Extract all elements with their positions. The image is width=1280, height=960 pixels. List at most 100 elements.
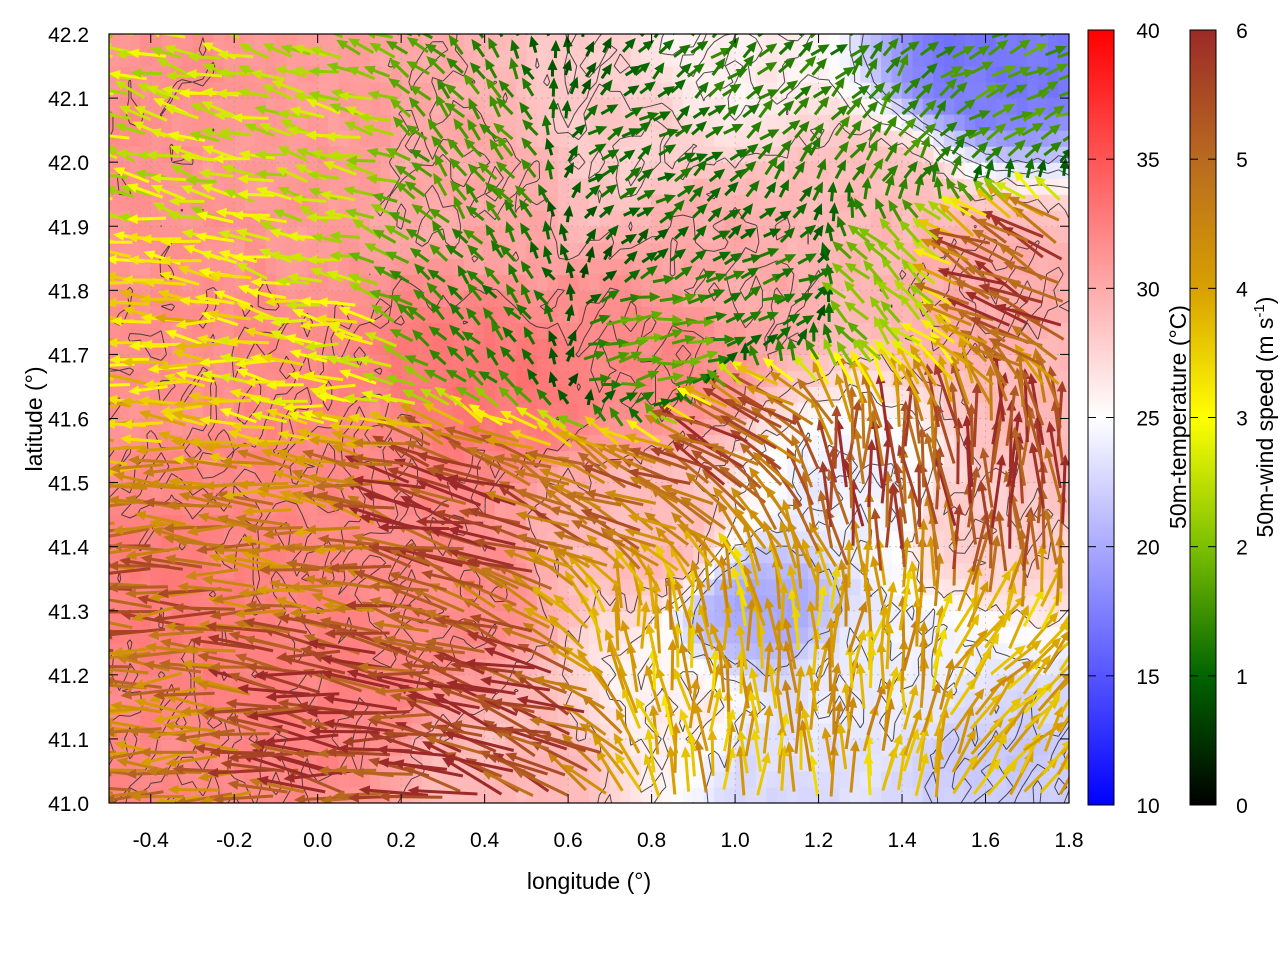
- temperature-cell: [442, 322, 454, 339]
- temperature-cell: [317, 706, 329, 724]
- temperature-cell: [505, 290, 517, 307]
- temperature-cell: [745, 562, 757, 580]
- temperature-cell: [975, 578, 987, 596]
- temperature-cell: [860, 290, 872, 307]
- temperature-cell: [839, 82, 851, 99]
- temperature-cell: [557, 562, 569, 580]
- temperature-cell: [860, 386, 872, 404]
- temperature-cell: [526, 594, 538, 612]
- temperature-cell: [234, 130, 246, 147]
- temperature-cell: [755, 562, 767, 580]
- temperature-cell: [745, 354, 757, 372]
- wind-arrow-head: [263, 736, 275, 747]
- temperature-cell: [307, 34, 319, 51]
- temperature-cell: [234, 530, 246, 548]
- temperature-cell: [839, 322, 851, 339]
- wind-arrow: [516, 769, 569, 797]
- temperature-cell: [943, 338, 955, 356]
- temperature-cell: [338, 770, 350, 788]
- temperature-cell: [902, 98, 914, 115]
- temperature-cell: [307, 434, 319, 452]
- temperature-cell: [599, 738, 611, 756]
- temperature-cell: [902, 146, 914, 163]
- temperature-cell: [766, 162, 778, 179]
- temperature-cell: [338, 578, 350, 596]
- temperature-cell: [338, 706, 350, 724]
- temperature-cell: [797, 210, 809, 227]
- temperature-cell: [401, 370, 413, 388]
- temperature-cell: [1027, 114, 1039, 131]
- temperature-cell: [359, 274, 371, 291]
- temperature-cell: [453, 34, 465, 51]
- temperature-cell: [286, 66, 298, 83]
- wind-arrow: [954, 690, 984, 731]
- temperature-cell: [964, 738, 976, 756]
- temperature-cell: [463, 66, 475, 83]
- temperature-cell: [515, 130, 527, 147]
- temperature-cell: [599, 386, 611, 404]
- temperature-cell: [1037, 578, 1049, 596]
- temperature-cell: [317, 242, 329, 259]
- temperature-cell: [349, 194, 361, 211]
- temperature-cell: [307, 290, 319, 307]
- temperature-cell: [234, 306, 246, 323]
- temperature-cell: [129, 370, 141, 388]
- temperature-cell: [495, 370, 507, 388]
- temperature-cell: [422, 578, 434, 596]
- temperature-cell: [755, 34, 767, 51]
- temperature-cell: [119, 450, 131, 468]
- temperature-cell: [171, 674, 183, 692]
- temperature-cell: [296, 546, 308, 564]
- temperature-cell: [1016, 754, 1028, 772]
- temperature-cell: [881, 402, 893, 420]
- temperature-cell: [609, 338, 621, 356]
- temperature-cell: [390, 770, 402, 788]
- temperature-cell: [453, 402, 465, 420]
- temperature-cell: [213, 242, 225, 259]
- temperature-cell: [902, 626, 914, 644]
- temperature-cell: [922, 114, 934, 131]
- temperature-cell: [255, 338, 267, 356]
- temperature-cell: [787, 626, 799, 644]
- temperature-cell: [609, 722, 621, 740]
- temperature-cell: [401, 258, 413, 275]
- temperature-cell: [349, 466, 361, 484]
- temperature-cell: [1037, 370, 1049, 388]
- wind-arrow: [969, 695, 1000, 730]
- temperature-cell: [839, 626, 851, 644]
- temperature-cell: [568, 130, 580, 147]
- temperature-cell: [870, 258, 882, 275]
- temperature-cell: [724, 66, 736, 83]
- temperature-cell: [453, 146, 465, 163]
- temperature-cell: [1048, 498, 1060, 516]
- wind-arrow-head: [405, 692, 418, 702]
- temperature-cell: [995, 66, 1007, 83]
- temperature-cell: [422, 178, 434, 195]
- temperature-cell: [349, 738, 361, 756]
- temperature-cell: [359, 290, 371, 307]
- temperature-cell: [985, 34, 997, 51]
- temperature-cell: [317, 594, 329, 612]
- temperature-cell: [672, 274, 684, 291]
- temperature-cell: [411, 642, 423, 660]
- temperature-cell: [338, 754, 350, 772]
- temperature-cell: [244, 722, 256, 740]
- temperature-cell: [589, 114, 601, 131]
- temperature-cell: [693, 242, 705, 259]
- temperature-cell: [589, 770, 601, 788]
- temperature-cell: [526, 402, 538, 420]
- temperature-cell: [505, 738, 517, 756]
- wind-arrow-head: [127, 726, 139, 737]
- temperature-cell: [891, 418, 903, 436]
- temperature-cell: [296, 210, 308, 227]
- wind-arrow-head: [323, 718, 335, 729]
- temperature-cell: [223, 578, 235, 596]
- temperature-cell: [495, 114, 507, 131]
- temperature-cell: [150, 786, 162, 803]
- temperature-cell: [870, 690, 882, 708]
- wind-arrow: [593, 736, 625, 775]
- temperature-cell: [933, 434, 945, 452]
- temperature-cell: [474, 226, 486, 243]
- temperature-cell: [150, 418, 162, 436]
- wind-arrow: [408, 699, 465, 734]
